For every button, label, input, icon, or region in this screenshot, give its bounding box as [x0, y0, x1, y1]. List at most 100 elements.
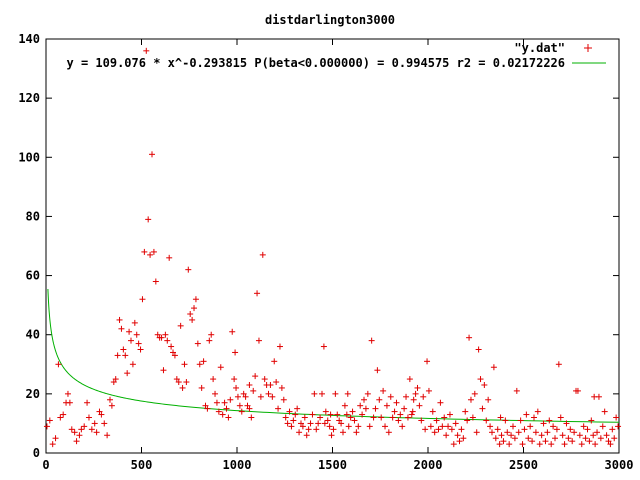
data-point	[324, 417, 331, 424]
data-point	[347, 414, 354, 421]
data-point	[496, 441, 503, 448]
data-point	[443, 432, 450, 439]
data-point	[127, 337, 134, 344]
data-point	[521, 426, 528, 433]
data-point	[569, 438, 576, 445]
data-point	[116, 316, 123, 323]
data-point	[458, 426, 465, 433]
data-point	[340, 429, 347, 436]
y-tick-label: 120	[18, 91, 40, 105]
data-point	[114, 352, 121, 359]
data-point	[613, 414, 620, 421]
data-point	[445, 423, 452, 430]
data-point	[338, 420, 345, 427]
data-point	[233, 384, 240, 391]
data-point	[422, 426, 429, 433]
data-point	[118, 325, 125, 332]
data-point	[158, 334, 165, 341]
data-point	[294, 405, 301, 412]
data-point	[229, 328, 236, 335]
data-point	[391, 408, 398, 415]
data-point	[387, 393, 394, 400]
data-point	[265, 390, 272, 397]
data-point	[376, 396, 383, 403]
data-point	[374, 367, 381, 374]
data-point	[231, 376, 238, 383]
data-point	[500, 438, 507, 445]
data-point	[450, 441, 457, 448]
data-point	[532, 429, 539, 436]
data-point	[160, 367, 167, 374]
data-point	[361, 396, 368, 403]
data-point	[345, 423, 352, 430]
data-point	[46, 417, 53, 424]
data-point	[576, 432, 583, 439]
data-point	[467, 396, 474, 403]
data-point	[383, 402, 390, 409]
data-point	[124, 370, 131, 377]
data-point	[561, 441, 568, 448]
data-point	[60, 411, 67, 418]
data-point	[246, 405, 253, 412]
data-point	[290, 417, 297, 424]
data-point	[364, 390, 371, 397]
data-point	[76, 432, 83, 439]
data-point	[273, 379, 280, 386]
data-point	[278, 384, 285, 391]
data-point	[152, 278, 159, 285]
data-point	[43, 423, 50, 430]
data-point	[242, 393, 249, 400]
data-point	[334, 411, 341, 418]
data-point	[177, 322, 184, 329]
data-point	[446, 411, 453, 418]
data-point	[192, 296, 199, 303]
data-point	[412, 390, 419, 397]
data-point	[425, 387, 432, 394]
data-point	[238, 408, 245, 415]
data-point	[139, 296, 146, 303]
data-point	[320, 343, 327, 350]
data-point	[355, 423, 362, 430]
data-point	[588, 417, 595, 424]
plot-frame	[45, 38, 620, 454]
data-point	[427, 423, 434, 430]
data-point	[469, 414, 476, 421]
data-point	[223, 405, 230, 412]
data-point	[393, 399, 400, 406]
data-point	[599, 423, 606, 430]
data-point	[590, 432, 597, 439]
data-point	[497, 414, 504, 421]
legend-label-fit: y = 109.076 * x^-0.293815 P(beta<0.00000…	[67, 56, 566, 70]
data-point	[93, 429, 100, 436]
data-point	[143, 47, 150, 54]
data-point	[404, 414, 411, 421]
data-point	[309, 411, 316, 418]
data-point	[584, 426, 591, 433]
data-point	[466, 334, 473, 341]
data-point	[210, 376, 217, 383]
data-point	[166, 254, 173, 261]
y-tick-label: 100	[18, 150, 40, 164]
data-point	[52, 435, 59, 442]
data-point	[529, 438, 536, 445]
data-point	[553, 426, 560, 433]
data-point	[101, 420, 108, 427]
data-point	[490, 364, 497, 371]
data-point	[213, 399, 220, 406]
data-point	[483, 417, 490, 424]
data-point	[120, 346, 127, 353]
data-point	[327, 411, 334, 418]
data-point	[284, 420, 291, 427]
data-point	[582, 435, 589, 442]
data-point	[591, 393, 598, 400]
data-point	[479, 405, 486, 412]
data-point	[187, 311, 194, 318]
data-point	[433, 417, 440, 424]
data-point	[315, 420, 322, 427]
data-point	[303, 432, 310, 439]
data-point	[106, 396, 113, 403]
data-point	[108, 402, 115, 409]
data-point	[181, 361, 188, 368]
data-point	[305, 426, 312, 433]
